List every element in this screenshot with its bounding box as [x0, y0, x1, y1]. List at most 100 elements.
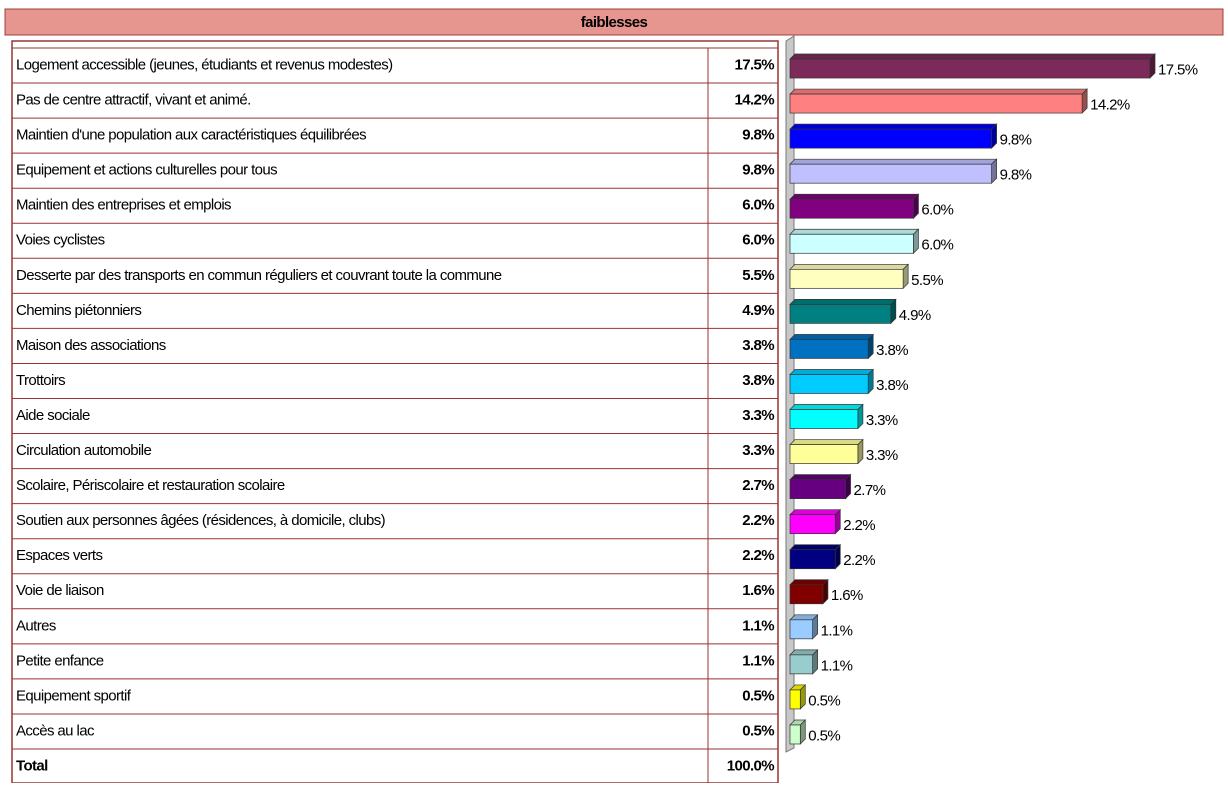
bar-front [789, 128, 992, 149]
row-value: 6.0% [742, 232, 774, 249]
row-label: Aide sociale [16, 407, 90, 424]
bar [789, 613, 819, 640]
bar-front [789, 654, 813, 675]
bar-front [789, 163, 992, 184]
bar-front [789, 268, 904, 289]
bar [789, 508, 842, 535]
bar-top [789, 369, 875, 375]
bar [789, 333, 875, 360]
bar-top [789, 193, 920, 200]
bar-front [789, 549, 836, 570]
row-label: Accès au lac [16, 722, 95, 739]
bar-front [789, 58, 1151, 79]
bar-top [789, 263, 909, 270]
table-frame [11, 40, 779, 784]
row-label: Petite enfance [16, 652, 104, 669]
bar-front [789, 514, 836, 535]
bar [789, 158, 998, 185]
data-label: 1.1% [821, 622, 853, 639]
bar [789, 53, 1156, 79]
bar [789, 719, 807, 745]
row-label: Circulation automobile [16, 442, 151, 459]
row-value: 1.6% [742, 582, 774, 599]
bar-top [789, 509, 842, 516]
bar [789, 438, 864, 465]
bar-front [789, 724, 801, 745]
bar [789, 543, 842, 570]
data-label: 0.5% [808, 727, 840, 744]
row-value: 2.7% [742, 477, 774, 494]
row-value: 4.9% [742, 302, 774, 319]
row-label: Scolaire, Périscolaire et restauration s… [16, 477, 285, 494]
bar-front [789, 93, 1083, 114]
bar-top [789, 299, 897, 305]
row-value: 9.8% [742, 162, 774, 179]
row-value: 3.8% [742, 372, 774, 389]
data-label: 17.5% [1158, 61, 1198, 78]
row-value: 17.5% [734, 56, 774, 73]
data-label: 4.9% [899, 307, 931, 324]
row-value: 3.3% [742, 407, 774, 424]
row-value: 5.5% [742, 267, 774, 284]
row-label: Logement accessible (jeunes, étudiants e… [16, 56, 393, 73]
bar [789, 403, 864, 430]
row-value: 9.8% [742, 127, 774, 144]
bar-front [789, 689, 801, 710]
bar [789, 298, 897, 325]
data-label: 1.1% [821, 657, 853, 674]
data-label: 14.2% [1090, 97, 1130, 114]
row-label: Equipement et actions culturelles pour t… [16, 162, 277, 179]
row-value: 0.5% [742, 722, 774, 739]
bar [789, 578, 829, 605]
bar [789, 263, 909, 290]
total-label: Total [16, 757, 48, 774]
bar-front [789, 233, 914, 254]
row-label: Voies cyclistes [16, 232, 105, 249]
bar-top [789, 53, 1156, 60]
row-value: 3.3% [742, 442, 774, 459]
data-label: 9.8% [1000, 167, 1032, 184]
data-label: 6.0% [921, 202, 953, 219]
header-bar [4, 8, 1224, 36]
row-value: 3.8% [742, 337, 774, 354]
bar [789, 368, 875, 395]
row-value: 2.2% [742, 512, 774, 529]
bar-front [789, 479, 846, 499]
bar-front [789, 304, 892, 324]
bar-top [789, 158, 998, 165]
data-label: 6.0% [921, 237, 953, 254]
data-label: 3.3% [866, 412, 898, 429]
row-label: Chemins piétonniers [16, 302, 141, 319]
bar-top [789, 579, 829, 586]
bar [789, 473, 852, 500]
data-label: 2.2% [843, 517, 875, 534]
bar-top [789, 474, 852, 480]
bar-front [789, 619, 813, 640]
bar-front [789, 374, 869, 394]
bar [789, 123, 998, 149]
row-value: 14.2% [734, 92, 774, 109]
row-value: 100.0% [727, 757, 775, 774]
bar-front [789, 584, 824, 605]
row-label: Pas de centre attractif, vivant et animé… [16, 92, 251, 109]
bar-front [789, 444, 859, 464]
data-label: 0.5% [808, 692, 840, 709]
title: faiblesses [581, 14, 648, 31]
bar-front [789, 198, 914, 219]
bar [789, 88, 1088, 114]
data-label: 1.6% [831, 587, 863, 604]
row-value: 2.2% [742, 547, 774, 564]
data-label: 5.5% [911, 272, 943, 289]
bar [789, 684, 807, 710]
bar-front [789, 409, 859, 429]
bar-top [789, 439, 864, 445]
row-label: Autres [16, 617, 56, 634]
data-label: 2.2% [843, 552, 875, 569]
row-label: Maintien des entreprises et emplois [16, 197, 231, 214]
row-label: Espaces verts [16, 547, 103, 564]
data-label: 9.8% [1000, 132, 1032, 149]
bar-top [789, 88, 1088, 95]
row-label: Maison des associations [16, 337, 166, 354]
row-label: Trottoirs [16, 372, 65, 389]
